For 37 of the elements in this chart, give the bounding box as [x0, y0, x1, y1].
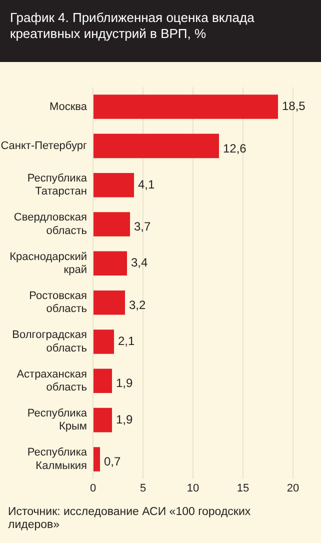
x-tick-label: 15	[236, 482, 250, 494]
x-tick-label: 5	[140, 482, 146, 494]
bar	[94, 212, 130, 236]
text: Источник: исследование АСИ «100 городских лидеров»	[8, 506, 252, 532]
data-label: 18,5	[282, 99, 306, 114]
y-tick-label: Москва	[49, 100, 88, 113]
y-tick-label: Республика Крым	[27, 407, 88, 433]
data-label: 3,2	[129, 298, 146, 312]
y-tick-label: Волгоградская область	[12, 329, 88, 354]
data-label: 3,7	[134, 220, 152, 234]
bar	[94, 408, 112, 432]
x-tick-label: 20	[286, 482, 300, 494]
bar	[94, 134, 219, 158]
bar	[94, 447, 100, 472]
data-label: 1,9	[116, 412, 134, 426]
bar	[94, 368, 112, 394]
x-tick-label: 0	[90, 482, 96, 494]
bar	[94, 330, 114, 354]
data-label: 12,6	[223, 141, 247, 156]
data-label: 2,1	[118, 334, 136, 348]
y-tick-label: Санкт-Петербург	[0, 140, 87, 152]
bar	[94, 251, 127, 276]
x-tick-label: 10	[186, 482, 200, 494]
y-tick-label: Республика Татарстан	[27, 172, 88, 198]
y-tick-label: Краснодарский край	[10, 250, 87, 276]
y-tick-label: Свердловская область	[14, 212, 88, 237]
data-label: 3,4	[131, 256, 148, 270]
bar	[94, 290, 125, 315]
y-tick-label: Астраханская область	[16, 368, 88, 394]
data-label: 1,9	[116, 376, 134, 390]
y-tick-label: Республика Калмыкия	[27, 446, 88, 472]
bar	[94, 172, 134, 198]
data-label: 4,1	[138, 177, 156, 192]
data-label: 0,7	[104, 454, 122, 469]
y-tick-label: Ростовская область	[29, 290, 88, 316]
chart-title: График 4. Приближенная оценка вклада креативных индустрий в ВРП, %	[0, 0, 321, 62]
bar	[94, 94, 278, 119]
